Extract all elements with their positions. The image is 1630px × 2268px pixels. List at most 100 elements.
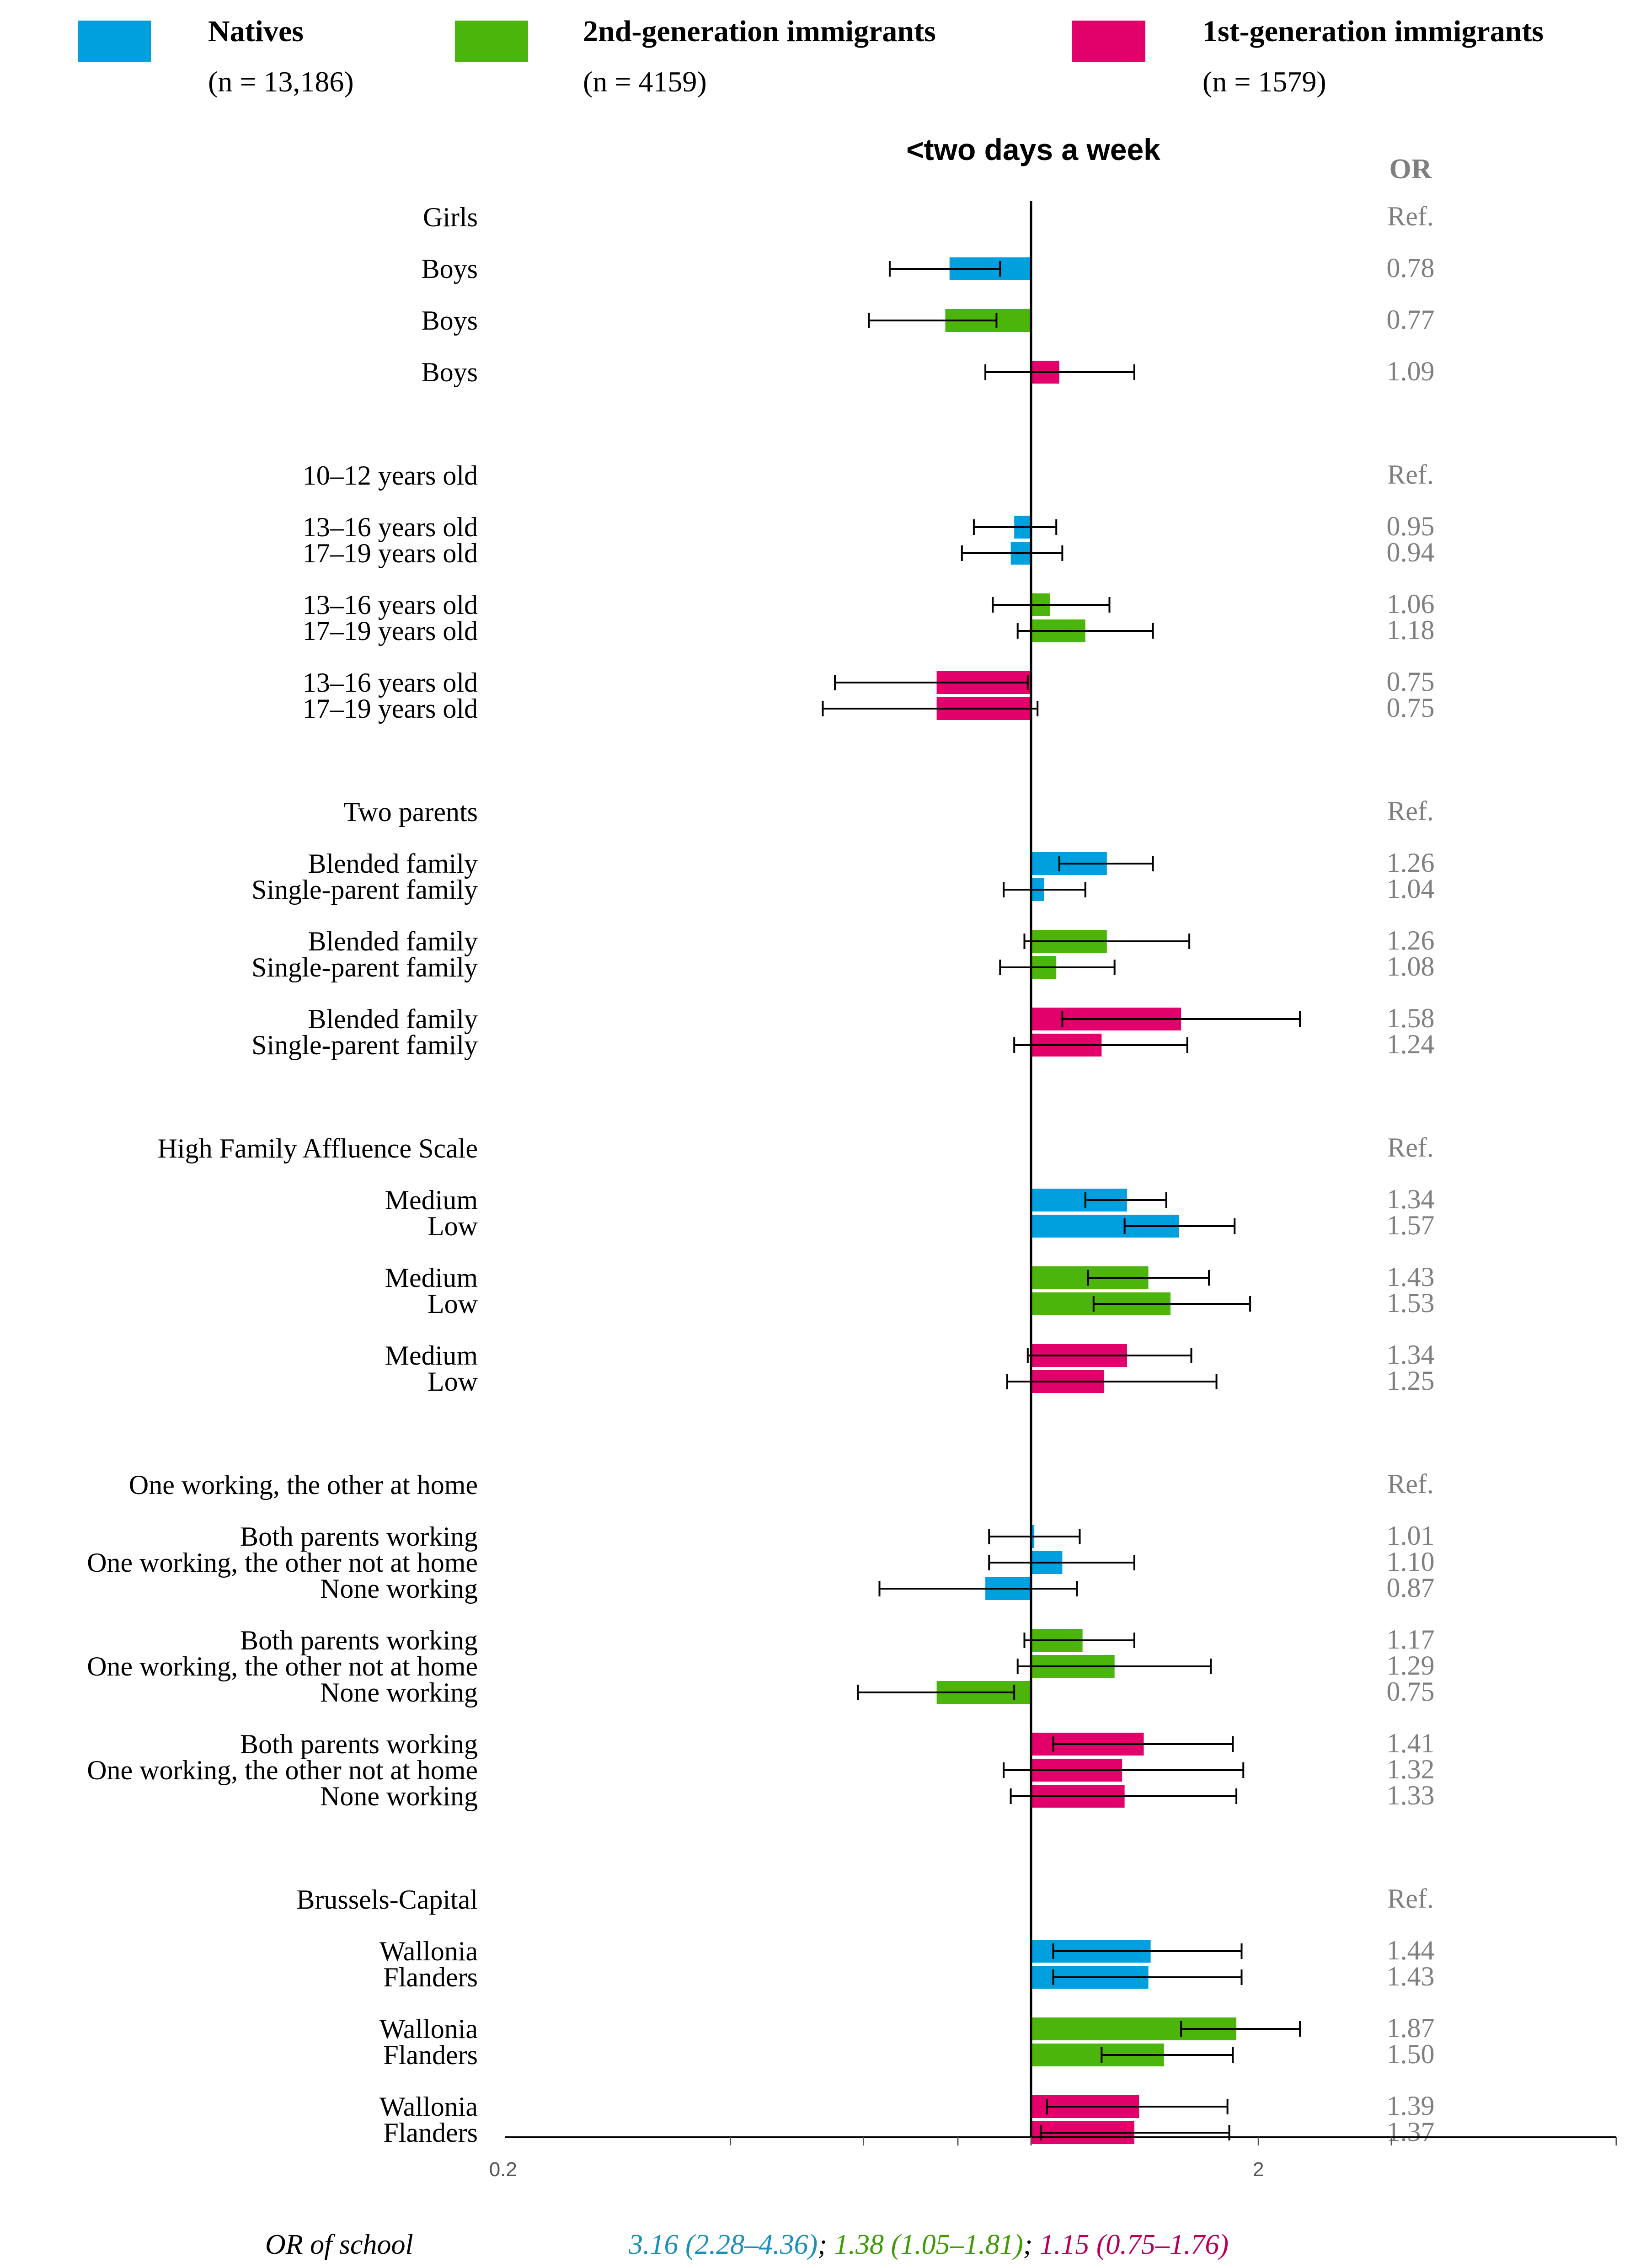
row-label: Low [428,1366,478,1397]
x-tick-label: 2 [1253,2158,1264,2181]
legend-n-natives: (n = 13,186) [208,65,354,98]
row-label: Two parents [343,797,478,827]
row-label: Blended family [308,848,478,879]
row-label: Single-parent family [251,875,478,905]
row-label: Wallonia [379,2092,478,2122]
legend-swatch-second [455,21,528,62]
row-label: Medium [385,1185,478,1215]
or-value: Ref. [1387,1884,1434,1914]
or-value: 1.44 [1387,1935,1435,1965]
legend-n-second: (n = 4159) [583,65,707,98]
row-label: 17–19 years old [303,694,478,724]
footer-separator: ; [1023,2229,1040,2260]
row-label: Brussels-Capital [296,1884,478,1915]
legend: Natives (n = 13,186) 2nd-generation immigr… [78,15,1544,98]
row-label: Wallonia [379,2014,478,2044]
row-label: Boys [422,357,478,387]
chart-subtitle: <two days a week [906,133,1160,166]
or-value: 0.87 [1387,1573,1435,1603]
or-value: 1.87 [1387,2013,1435,2043]
or-value: 1.04 [1387,874,1435,904]
row-label: None working [320,1574,478,1604]
x-axis: 0.2 2 [489,201,1617,2181]
row-label: Low [428,1211,478,1241]
row-label: Both parents working [240,1625,478,1655]
row-label: Single-parent family [251,952,478,982]
row-label: Single-parent family [251,1030,478,1060]
legend-swatch-first [1072,21,1145,62]
footer-or-first: 1.15 (0.75–1.76) [1040,2229,1229,2260]
or-value: 0.78 [1387,253,1435,283]
or-value: 1.25 [1387,1366,1435,1396]
or-value: 1.34 [1387,1339,1435,1370]
row-label: One working, the other not at home [87,1651,478,1681]
or-value: 1.18 [1387,615,1435,645]
footer-school-or: 3.16 (2.28–4.36); 1.38 (1.05–1.81); 1.15… [628,2229,1229,2260]
row-label: 13–16 years old [303,512,478,542]
footer: OR of school 3.16 (2.28–4.36); 1.38 (1.05… [265,2229,1229,2260]
row-label: 17–19 years old [303,538,478,568]
row-label: High Family Affluence Scale [158,1133,478,1163]
or-value: 0.77 [1387,304,1435,335]
row-label: Blended family [308,1004,478,1034]
or-value: 1.06 [1387,589,1435,619]
or-value: 1.33 [1387,1780,1435,1810]
or-value: 0.95 [1387,511,1435,541]
row-label: None working [320,1677,478,1708]
row-label: Blended family [308,926,478,956]
chart-rows: Girls Ref. Boys 0.78 Boys 0.77 Boys 1.09 10–12 y… [87,201,1434,2148]
or-column-header: OR [1390,154,1432,185]
row-label: Boys [422,254,478,284]
row-label: 10–12 years old [303,460,478,491]
or-value: 1.53 [1387,1288,1435,1318]
row-label: Flanders [383,2040,478,2070]
row-label: Low [428,1289,478,1319]
row-label: Girls [423,202,478,232]
legend-label-first: 1st-generation immigrants [1202,15,1544,48]
row-label: Wallonia [379,1936,478,1966]
row-label: Boys [422,305,478,336]
or-value: 1.41 [1387,1728,1435,1758]
or-value: 1.24 [1387,1029,1435,1059]
or-value: 1.39 [1387,2091,1435,2121]
or-value: 1.08 [1387,951,1435,982]
row-label: One working, the other at home [129,1470,478,1500]
legend-label-second: 2nd-generation immigrants [583,15,936,48]
row-label: Flanders [383,2118,478,2148]
or-value: 1.50 [1387,2039,1435,2069]
row-label: One working, the other not at home [87,1548,478,1578]
or-value: 1.57 [1387,1210,1435,1240]
or-value: 1.34 [1387,1184,1435,1214]
footer-or-natives: 3.16 (2.28–4.36) [628,2229,818,2260]
legend-swatch-natives [78,21,151,62]
x-tick-label: 0.2 [489,2158,517,2181]
or-value: 1.10 [1387,1547,1435,1577]
row-label: Flanders [383,1962,478,1992]
or-value: Ref. [1387,1132,1434,1163]
row-label: Medium [385,1340,478,1371]
row-label: One working, the other not at home [87,1755,478,1785]
or-value: 1.43 [1387,1262,1435,1292]
or-value: 1.58 [1387,1003,1435,1033]
footer-or-second: 1.38 (1.05–1.81) [834,2229,1023,2260]
or-value: 0.75 [1387,1676,1435,1707]
or-value: 1.26 [1387,848,1435,878]
or-value: 0.94 [1387,537,1435,567]
or-value: Ref. [1387,1469,1434,1499]
legend-label-natives: Natives [208,15,304,48]
or-value: 1.29 [1387,1650,1435,1681]
row-label: None working [320,1781,478,1811]
legend-n-first: (n = 1579) [1202,65,1326,98]
or-value: 1.43 [1387,1961,1435,1991]
or-value: Ref. [1387,459,1434,490]
or-value: 1.09 [1387,356,1435,386]
or-value: 0.75 [1387,667,1435,697]
or-value: Ref. [1387,796,1434,826]
or-value: Ref. [1387,201,1434,231]
row-label: 13–16 years old [303,590,478,620]
or-value: 1.01 [1387,1521,1435,1551]
or-value: 1.26 [1387,925,1435,955]
or-value: 1.17 [1387,1624,1435,1654]
row-label: 13–16 years old [303,667,478,698]
